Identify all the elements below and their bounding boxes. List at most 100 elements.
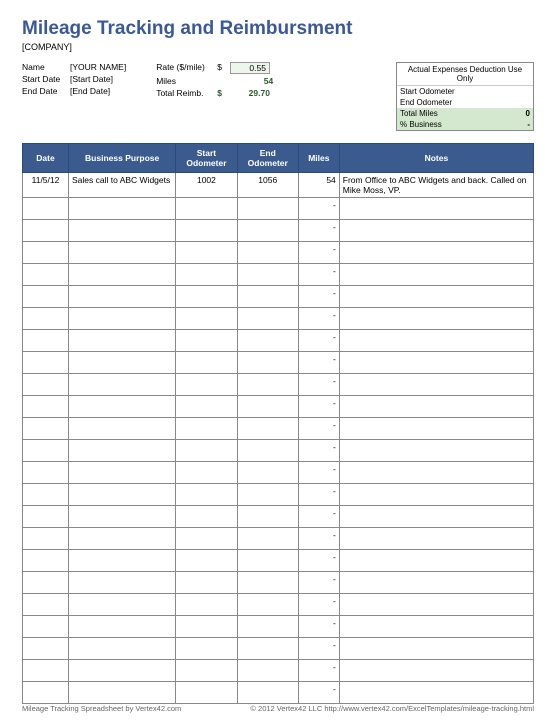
table-cell[interactable]: [176, 440, 237, 462]
table-cell[interactable]: [176, 330, 237, 352]
table-cell[interactable]: [23, 506, 69, 528]
table-cell[interactable]: [237, 638, 298, 660]
table-cell[interactable]: [176, 286, 237, 308]
table-cell[interactable]: [68, 484, 175, 506]
table-cell[interactable]: [176, 594, 237, 616]
table-cell[interactable]: [68, 330, 175, 352]
table-cell[interactable]: [23, 550, 69, 572]
table-cell[interactable]: [68, 242, 175, 264]
table-cell[interactable]: [176, 682, 237, 704]
table-cell[interactable]: [176, 418, 237, 440]
table-cell[interactable]: [23, 616, 69, 638]
table-cell[interactable]: [68, 572, 175, 594]
table-cell[interactable]: [23, 528, 69, 550]
table-cell[interactable]: [23, 462, 69, 484]
table-cell[interactable]: -: [298, 660, 339, 682]
table-cell[interactable]: [68, 220, 175, 242]
table-cell[interactable]: [176, 484, 237, 506]
table-cell[interactable]: [68, 638, 175, 660]
table-cell[interactable]: -: [298, 198, 339, 220]
table-cell[interactable]: [23, 396, 69, 418]
table-cell[interactable]: [68, 550, 175, 572]
table-cell[interactable]: [68, 594, 175, 616]
table-cell[interactable]: [176, 616, 237, 638]
table-cell[interactable]: [23, 242, 69, 264]
table-cell[interactable]: 1056: [237, 173, 298, 198]
table-cell[interactable]: [68, 682, 175, 704]
table-cell[interactable]: [176, 638, 237, 660]
table-cell[interactable]: -: [298, 374, 339, 396]
table-cell[interactable]: [176, 374, 237, 396]
table-cell[interactable]: [176, 506, 237, 528]
table-cell[interactable]: [237, 220, 298, 242]
table-cell[interactable]: [237, 440, 298, 462]
table-cell[interactable]: [237, 572, 298, 594]
table-cell[interactable]: [237, 352, 298, 374]
table-cell[interactable]: -: [298, 506, 339, 528]
table-cell[interactable]: [339, 242, 533, 264]
table-cell[interactable]: [339, 506, 533, 528]
table-cell[interactable]: [68, 396, 175, 418]
table-cell[interactable]: [68, 352, 175, 374]
table-cell[interactable]: [339, 462, 533, 484]
table-cell[interactable]: [176, 198, 237, 220]
table-cell[interactable]: -: [298, 440, 339, 462]
table-cell[interactable]: -: [298, 616, 339, 638]
table-cell[interactable]: [237, 374, 298, 396]
table-cell[interactable]: [23, 286, 69, 308]
table-cell[interactable]: [237, 396, 298, 418]
table-cell[interactable]: [339, 528, 533, 550]
table-cell[interactable]: [68, 506, 175, 528]
table-cell[interactable]: [23, 440, 69, 462]
table-cell[interactable]: [339, 308, 533, 330]
table-cell[interactable]: -: [298, 594, 339, 616]
table-cell[interactable]: [68, 286, 175, 308]
table-cell[interactable]: [237, 308, 298, 330]
table-cell[interactable]: [68, 418, 175, 440]
table-cell[interactable]: [176, 462, 237, 484]
table-cell[interactable]: [68, 264, 175, 286]
table-cell[interactable]: -: [298, 286, 339, 308]
table-cell[interactable]: [339, 286, 533, 308]
table-cell[interactable]: [339, 352, 533, 374]
table-cell[interactable]: -: [298, 572, 339, 594]
table-cell[interactable]: -: [298, 220, 339, 242]
table-cell[interactable]: -: [298, 682, 339, 704]
table-cell[interactable]: [237, 594, 298, 616]
table-cell[interactable]: [237, 330, 298, 352]
table-cell[interactable]: [68, 616, 175, 638]
table-cell[interactable]: [176, 572, 237, 594]
table-cell[interactable]: [68, 462, 175, 484]
table-cell[interactable]: [23, 330, 69, 352]
table-cell[interactable]: [23, 374, 69, 396]
table-cell[interactable]: [339, 220, 533, 242]
table-cell[interactable]: [68, 374, 175, 396]
table-cell[interactable]: [339, 396, 533, 418]
table-cell[interactable]: [176, 308, 237, 330]
table-cell[interactable]: [23, 308, 69, 330]
table-cell[interactable]: [339, 616, 533, 638]
table-cell[interactable]: [176, 550, 237, 572]
ded-end-odo-value[interactable]: [492, 98, 530, 107]
table-cell[interactable]: [237, 550, 298, 572]
table-cell[interactable]: [176, 264, 237, 286]
table-cell[interactable]: [23, 484, 69, 506]
table-cell[interactable]: [237, 484, 298, 506]
table-cell[interactable]: -: [298, 308, 339, 330]
table-cell[interactable]: [68, 660, 175, 682]
table-cell[interactable]: [176, 242, 237, 264]
table-cell[interactable]: [23, 638, 69, 660]
table-cell[interactable]: -: [298, 264, 339, 286]
table-cell[interactable]: [68, 308, 175, 330]
table-cell[interactable]: -: [298, 528, 339, 550]
table-cell[interactable]: [176, 528, 237, 550]
table-cell[interactable]: [23, 572, 69, 594]
table-cell[interactable]: [23, 660, 69, 682]
table-cell[interactable]: [176, 352, 237, 374]
table-cell[interactable]: [23, 264, 69, 286]
table-cell[interactable]: [339, 198, 533, 220]
table-cell[interactable]: [339, 484, 533, 506]
table-cell[interactable]: [176, 396, 237, 418]
table-cell[interactable]: [237, 682, 298, 704]
table-cell[interactable]: -: [298, 462, 339, 484]
